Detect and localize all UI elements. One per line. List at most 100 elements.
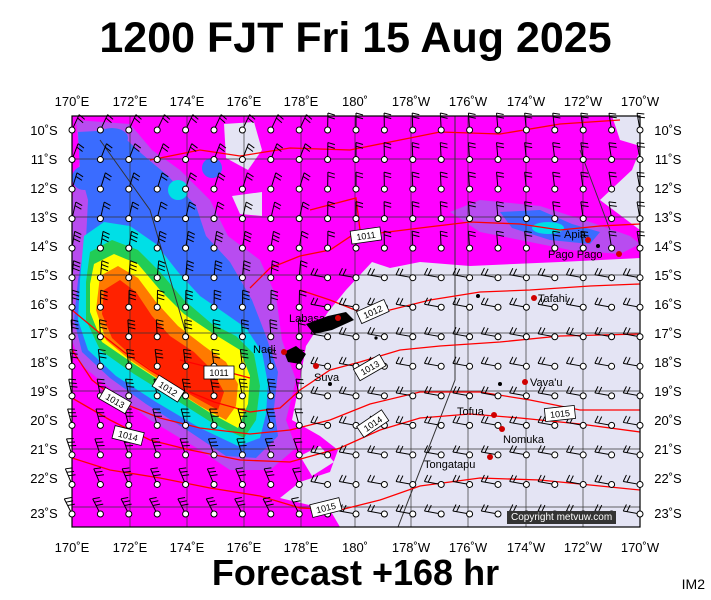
wind-barb	[267, 172, 283, 193]
wind-barb	[566, 267, 587, 282]
wind-barb	[594, 415, 616, 429]
place-label-tofua: Tofua	[457, 406, 485, 418]
wind-barb	[235, 467, 246, 488]
wind-barb	[295, 348, 305, 370]
wind-barb	[594, 386, 616, 400]
wind-barb	[338, 297, 360, 311]
wind-barb	[608, 142, 617, 164]
wind-barb	[566, 297, 587, 311]
wind-barb	[537, 297, 559, 311]
wind-barb	[338, 327, 360, 341]
wind-barb	[238, 172, 254, 193]
wind-barb	[210, 143, 227, 164]
lat-label: 22˚S	[654, 471, 682, 486]
wind-barb	[579, 201, 589, 223]
place-marker	[335, 315, 341, 321]
wind-barb	[153, 319, 164, 341]
rain-gap	[224, 122, 262, 170]
wind-barb	[367, 474, 388, 488]
wind-barb	[367, 504, 388, 518]
lon-label: 176˚W	[449, 94, 488, 109]
wind-barb	[125, 143, 142, 164]
wind-barb	[622, 415, 644, 429]
map-code: IM2	[681, 576, 705, 592]
wind-barb	[295, 172, 311, 193]
wind-barb	[424, 415, 445, 429]
wind-barb	[125, 114, 142, 134]
lon-label: 178˚E	[284, 540, 319, 555]
wind-barb	[480, 474, 502, 488]
lon-label: 172˚E	[113, 94, 148, 109]
wind-barb	[125, 289, 137, 311]
wind-barb	[238, 201, 253, 223]
wind-barb	[263, 467, 275, 488]
svg-text:1014: 1014	[117, 429, 139, 444]
lon-label: 180˚	[342, 540, 368, 555]
lat-labels-right: 10˚S 11˚S 12˚S 13˚S 14˚S 15˚S 16˚S 17˚S …	[654, 123, 682, 521]
wind-barb	[380, 142, 392, 164]
wind-barb	[338, 445, 360, 459]
wind-barb	[509, 297, 530, 311]
lon-label: 172˚W	[564, 94, 603, 109]
wind-barb	[424, 386, 445, 400]
wind-barb	[367, 445, 388, 459]
place-marker	[616, 251, 622, 257]
wind-barb	[537, 356, 559, 370]
lat-label: 16˚S	[654, 297, 682, 312]
wind-barb	[395, 415, 417, 429]
wind-barb	[636, 112, 645, 134]
wind-barb	[437, 230, 448, 252]
wind-barb	[67, 408, 77, 429]
wind-barb	[395, 356, 417, 370]
svg-text:1011: 1011	[209, 368, 228, 378]
lon-label: 170˚W	[621, 540, 660, 555]
lon-labels-top: 170˚E 172˚E 174˚E 176˚E 178˚E 180˚ 178˚W…	[55, 94, 660, 109]
wind-barb	[424, 504, 445, 518]
wind-barb	[395, 267, 417, 282]
wind-barb	[566, 327, 587, 341]
wind-barb	[622, 356, 644, 370]
boundary-lines	[99, 116, 611, 527]
wind-barb	[152, 408, 163, 429]
wind-barb	[480, 356, 502, 370]
lat-label: 11˚S	[655, 152, 682, 167]
wind-barb	[409, 230, 420, 252]
lon-label: 178˚W	[392, 540, 431, 555]
wind-barb	[310, 327, 332, 341]
lat-label: 11˚S	[31, 152, 58, 167]
place-label-suva: Suva	[314, 372, 340, 384]
wind-barb	[352, 171, 364, 193]
wind-barb	[238, 143, 255, 164]
wind-barb	[551, 142, 561, 164]
wind-barb	[522, 171, 533, 193]
wind-barb	[209, 408, 219, 429]
wind-barb	[68, 348, 79, 370]
wind-barb	[234, 496, 246, 518]
wind-barb	[182, 230, 196, 252]
lon-label: 176˚W	[449, 540, 488, 555]
wind-barb	[480, 327, 502, 341]
lat-label: 12˚S	[30, 181, 58, 196]
wind-barb	[594, 327, 616, 341]
wind-barb	[153, 143, 170, 164]
lat-label: 14˚S	[654, 239, 682, 254]
wind-barb	[295, 230, 309, 252]
wind-barb	[409, 201, 420, 223]
wind-barb	[494, 142, 505, 164]
rain-cyan	[168, 180, 188, 200]
wind-barb	[310, 415, 332, 429]
wind-barb	[622, 474, 644, 488]
wind-barb	[551, 230, 561, 252]
wind-barb	[210, 378, 220, 400]
wind-barb	[480, 386, 502, 400]
wind-barb	[295, 143, 312, 164]
wind-barb	[94, 437, 105, 459]
wind-barb	[522, 230, 533, 252]
wind-barb	[179, 437, 190, 459]
wind-barb	[295, 201, 310, 223]
wind-barb	[551, 112, 561, 134]
lat-label: 12˚S	[654, 181, 682, 196]
wind-barb	[622, 386, 644, 400]
wind-barb	[123, 408, 134, 429]
wind-barb	[480, 445, 502, 459]
